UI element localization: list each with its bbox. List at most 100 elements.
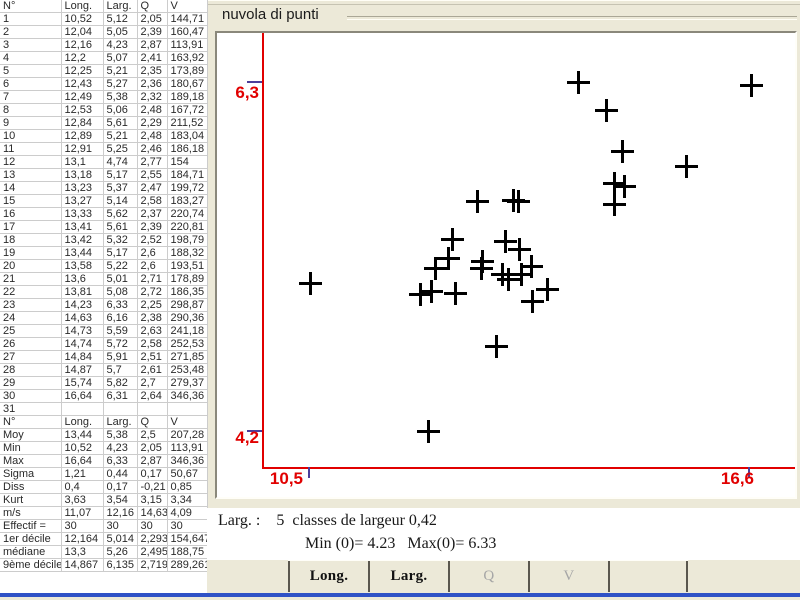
button-q[interactable]: Q — [448, 561, 528, 592]
table-cell: 290,36 — [167, 311, 208, 325]
button-v[interactable]: V — [528, 561, 608, 592]
table-cell: 5,21 — [103, 129, 138, 143]
table-cell: 6 — [0, 77, 62, 91]
table-cell: 4,74 — [103, 155, 138, 169]
table-cell: 271,85 — [167, 350, 208, 364]
table-row: 7 12,49 5,38 2,32 189,18 — [0, 90, 208, 104]
table-cell: 15,74 — [61, 376, 104, 390]
button-empty[interactable] — [608, 561, 688, 592]
scatter-point — [508, 238, 532, 262]
table-cell: 3,34 — [167, 493, 208, 507]
table-cell: 13,41 — [61, 220, 104, 234]
x-axis-tick-min — [308, 467, 310, 478]
table-cell: 29 — [0, 376, 62, 390]
statistics-table: N° Long. Larg. Q V 1 10,52 5,12 2,05 144,71 2 12,04… — [0, 0, 208, 572]
table-cell: 30 — [0, 389, 62, 403]
table-cell: 3 — [0, 38, 62, 52]
table-cell: 3,63 — [61, 493, 104, 507]
table-cell: 241,18 — [167, 324, 208, 338]
table-cell: N° — [0, 415, 62, 429]
table-cell: 24 — [0, 311, 62, 325]
table-cell: 5 — [0, 64, 62, 78]
table-cell: 5,14 — [103, 194, 138, 208]
variable-buttons: Long. Larg. Q V — [288, 560, 688, 592]
table-cell: 2,46 — [137, 142, 168, 156]
table-cell: 2,35 — [137, 64, 168, 78]
table-cell: 12,16 — [103, 506, 138, 520]
table-cell: 167,72 — [167, 103, 208, 117]
table-cell: 12,43 — [61, 77, 104, 91]
table-cell: 1,21 — [61, 467, 104, 481]
table-cell: 12,53 — [61, 103, 104, 117]
table-cell: 5,08 — [103, 285, 138, 299]
table-row: 14 13,23 5,37 2,47 199,72 — [0, 181, 208, 195]
scatter-point — [443, 281, 467, 305]
table-cell: 183,27 — [167, 194, 208, 208]
table-cell: 13,33 — [61, 207, 104, 221]
table-cell: 10,52 — [61, 441, 104, 455]
table-cell: 12,25 — [61, 64, 104, 78]
table-cell: 5,38 — [103, 428, 138, 442]
table-cell: 1 — [0, 12, 62, 26]
table-row: 10 12,89 5,21 2,48 183,04 — [0, 129, 208, 143]
table-row: 20 13,58 5,22 2,6 193,51 — [0, 259, 208, 273]
table-cell: 5,12 — [103, 12, 138, 26]
table-cell: 50,67 — [167, 467, 208, 481]
table-cell: 6,135 — [103, 558, 138, 572]
table-row: 4 12,2 5,07 2,41 163,92 — [0, 51, 208, 65]
y-axis-label-max: 6,3 — [235, 83, 259, 102]
data-table: N° Long. Larg. Q V 1 10,52 5,12 2,05 144,71 2 12,04… — [0, 0, 208, 594]
stats-row: Kurt 3,63 3,54 3,15 3,34 — [0, 493, 208, 507]
table-cell: 27 — [0, 350, 62, 364]
table-cell: 163,92 — [167, 51, 208, 65]
table-cell: 9ème décile — [0, 558, 62, 572]
table-cell: 14,73 — [61, 324, 104, 338]
button-long[interactable]: Long. — [288, 561, 368, 592]
table-cell: 30 — [167, 519, 208, 533]
table-cell: 5,21 — [103, 64, 138, 78]
table-cell: 160,47 — [167, 25, 208, 39]
table-cell: 13 — [0, 168, 62, 182]
y-axis-line — [262, 33, 264, 469]
table-row: 28 14,87 5,7 2,61 253,48 — [0, 363, 208, 377]
table-cell: m/s — [0, 506, 62, 520]
stats-row: 1er décile 12,164 5,014 2,293 154,647 — [0, 532, 208, 546]
table-cell: 5,05 — [103, 25, 138, 39]
table-cell: 19 — [0, 246, 62, 260]
table-cell: 154,647 — [167, 532, 208, 546]
stats-row: Sigma 1,21 0,44 0,17 50,67 — [0, 467, 208, 481]
histogram-info-line2: Min (0)= 4.23 Max(0)= 6.33 — [305, 535, 497, 552]
table-cell: 6,31 — [103, 389, 138, 403]
stats-row: médiane 13,3 5,26 2,495 188,75 — [0, 545, 208, 559]
scatter-point — [602, 193, 626, 217]
table-cell: 13,3 — [61, 545, 104, 559]
table-cell: 5,82 — [103, 376, 138, 390]
table-cell: 2,52 — [137, 233, 168, 247]
table-cell: 5,27 — [103, 77, 138, 91]
table-cell: 154 — [167, 155, 208, 169]
table-cell: 346,36 — [167, 454, 208, 468]
scatter-point — [408, 283, 432, 307]
table-cell: 8 — [0, 103, 62, 117]
table-cell: 12,04 — [61, 25, 104, 39]
button-larg[interactable]: Larg. — [368, 561, 448, 592]
table-cell: 2,48 — [137, 129, 168, 143]
table-cell: 279,37 — [167, 376, 208, 390]
table-cell: 11,07 — [61, 506, 104, 520]
table-cell: 0,4 — [61, 480, 104, 494]
table-cell: 220,81 — [167, 220, 208, 234]
table-cell: 3,54 — [103, 493, 138, 507]
table-cell: 193,51 — [167, 259, 208, 273]
scatter-point — [485, 334, 509, 358]
table-cell: 13,27 — [61, 194, 104, 208]
table-cell: 5,01 — [103, 272, 138, 286]
window-bottom-border — [0, 593, 800, 597]
table-cell: 10 — [0, 129, 62, 143]
scatter-point — [521, 289, 545, 313]
table-cell: Larg. — [103, 0, 138, 13]
table-cell: Moy — [0, 428, 62, 442]
scatter-point — [509, 263, 533, 287]
table-cell: 31 — [0, 402, 62, 416]
scatter-point — [501, 188, 525, 212]
table-cell: 12,16 — [61, 38, 104, 52]
